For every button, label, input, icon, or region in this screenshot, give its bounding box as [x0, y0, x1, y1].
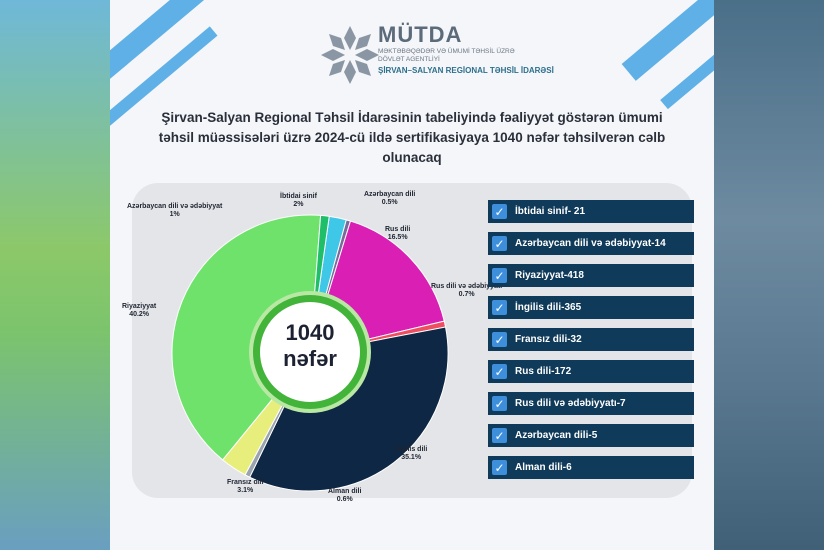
subject-list: ✓ İbtidai sinif- 21 ✓ Azərbaycan dili və əd… — [488, 200, 694, 488]
list-item: ✓ Azərbaycan dili-5 — [488, 424, 694, 447]
list-item: ✓ İngilis dili-365 — [488, 296, 694, 319]
list-item: ✓ Fransız dili-32 — [488, 328, 694, 351]
check-icon: ✓ — [492, 268, 507, 283]
check-icon: ✓ — [492, 396, 507, 411]
slice-label-name: Riyaziyyat — [122, 303, 157, 310]
check-icon: ✓ — [492, 236, 507, 251]
total-unit: nəfər — [283, 346, 337, 371]
mutda-logo-icon — [321, 26, 379, 84]
slice-label: Azərbaycan dili 0.5% — [364, 191, 415, 207]
check-icon: ✓ — [492, 460, 507, 475]
check-icon: ✓ — [492, 300, 507, 315]
slice-label-name: Rus dili — [385, 226, 411, 233]
slice-label-name: Alman dili — [328, 488, 362, 495]
brand-name: MÜTDA — [378, 22, 463, 47]
slice-label: İbtidai sinif 2% — [280, 193, 317, 209]
brand-region: ŞİRVAN–SALYAN REGİONAL TƏHSİL İDARƏSİ — [378, 66, 554, 75]
brand-subtitle: MƏKTƏBƏQƏDƏR VƏ ÜMUMİ TƏHSİL ÜZRƏ DÖVLƏT… — [378, 48, 515, 63]
list-item-label: İbtidai sinif- 21 — [515, 206, 586, 217]
slice-label-percent: 3.1% — [237, 487, 254, 494]
slice-label: İngilis dili 35.1% — [395, 446, 427, 462]
slice-label-percent: 35.1% — [401, 454, 422, 461]
slice-label-percent: 0.6% — [336, 496, 353, 503]
list-item: ✓ Rus dili və ədəbiyyatı-7 — [488, 392, 694, 415]
headline: Şirvan-Salyan Regional Təhsil İdarəsinin… — [158, 110, 666, 165]
slice-label-name: Azərbaycan dili və ədəbiyyat — [127, 203, 223, 210]
slice-label: Rus dili 16.5% — [385, 226, 410, 242]
list-item-label: Rus dili və ədəbiyyatı-7 — [515, 398, 626, 409]
slice-label-percent: 16.5% — [387, 234, 408, 241]
list-item: ✓ Alman dili-6 — [488, 456, 694, 479]
list-item: ✓ Azərbaycan dili və ədəbiyyat-14 — [488, 232, 694, 255]
list-item-label: Azərbaycan dili və ədəbiyyat-14 — [515, 238, 666, 249]
slice-label: Alman dili 0.6% — [328, 488, 361, 504]
total-badge: 1040 nəfər — [253, 295, 367, 409]
list-item: ✓ Rus dili-172 — [488, 360, 694, 383]
list-item-label: Rus dili-172 — [515, 366, 572, 377]
check-icon: ✓ — [492, 204, 507, 219]
list-item: ✓ Riyaziyyat-418 — [488, 264, 694, 287]
slice-label: Azərbaycan dili və ədəbiyyat 1% — [127, 203, 222, 219]
total-count: 1040 — [285, 320, 335, 345]
list-item-label: Alman dili-6 — [515, 462, 572, 473]
slice-label-name: Azərbaycan dili — [364, 191, 416, 198]
slice-label-percent: 1% — [169, 211, 180, 218]
list-item: ✓ İbtidai sinif- 21 — [488, 200, 694, 223]
slice-label-percent: 40.2% — [129, 311, 150, 318]
slice-label-name: Rus dili və ədəbiyyatı — [431, 283, 503, 290]
slice-label-percent: 2% — [293, 201, 304, 208]
list-item-label: İngilis dili-365 — [515, 302, 582, 313]
brand-block: MÜTDA MƏKTƏBƏQƏDƏR VƏ ÜMUMİ TƏHSİL ÜZRƏ … — [378, 22, 554, 75]
check-icon: ✓ — [492, 364, 507, 379]
slice-label: Fransız dili 3.1% — [227, 479, 264, 495]
slice-label-name: Fransız dili — [227, 479, 264, 486]
check-icon: ✓ — [492, 428, 507, 443]
slice-label: Riyaziyyat 40.2% — [122, 303, 156, 319]
slice-label-name: İbtidai sinif — [280, 193, 317, 200]
slice-label: Rus dili və ədəbiyyatı 0.7% — [431, 283, 502, 299]
check-icon: ✓ — [492, 332, 507, 347]
slice-label-percent: 0.5% — [381, 199, 398, 206]
slice-label-name: İngilis dili — [395, 446, 428, 453]
background-right — [714, 0, 824, 550]
background-left — [0, 0, 110, 550]
pie-slice-4 — [249, 326, 449, 492]
pie-chart-area: 1040 nəfər İbtidai sinif 2% Azərbaycan dil… — [122, 183, 502, 508]
infographic-poster: MÜTDA MƏKTƏBƏQƏDƏR VƏ ÜMUMİ TƏHSİL ÜZRƏ … — [110, 0, 714, 550]
pie-slice-7 — [171, 214, 322, 461]
list-item-label: Riyaziyyat-418 — [515, 270, 584, 281]
list-item-label: Fransız dili-32 — [515, 334, 582, 345]
slice-label-percent: 0.7% — [458, 291, 475, 298]
list-item-label: Azərbaycan dili-5 — [515, 430, 598, 441]
